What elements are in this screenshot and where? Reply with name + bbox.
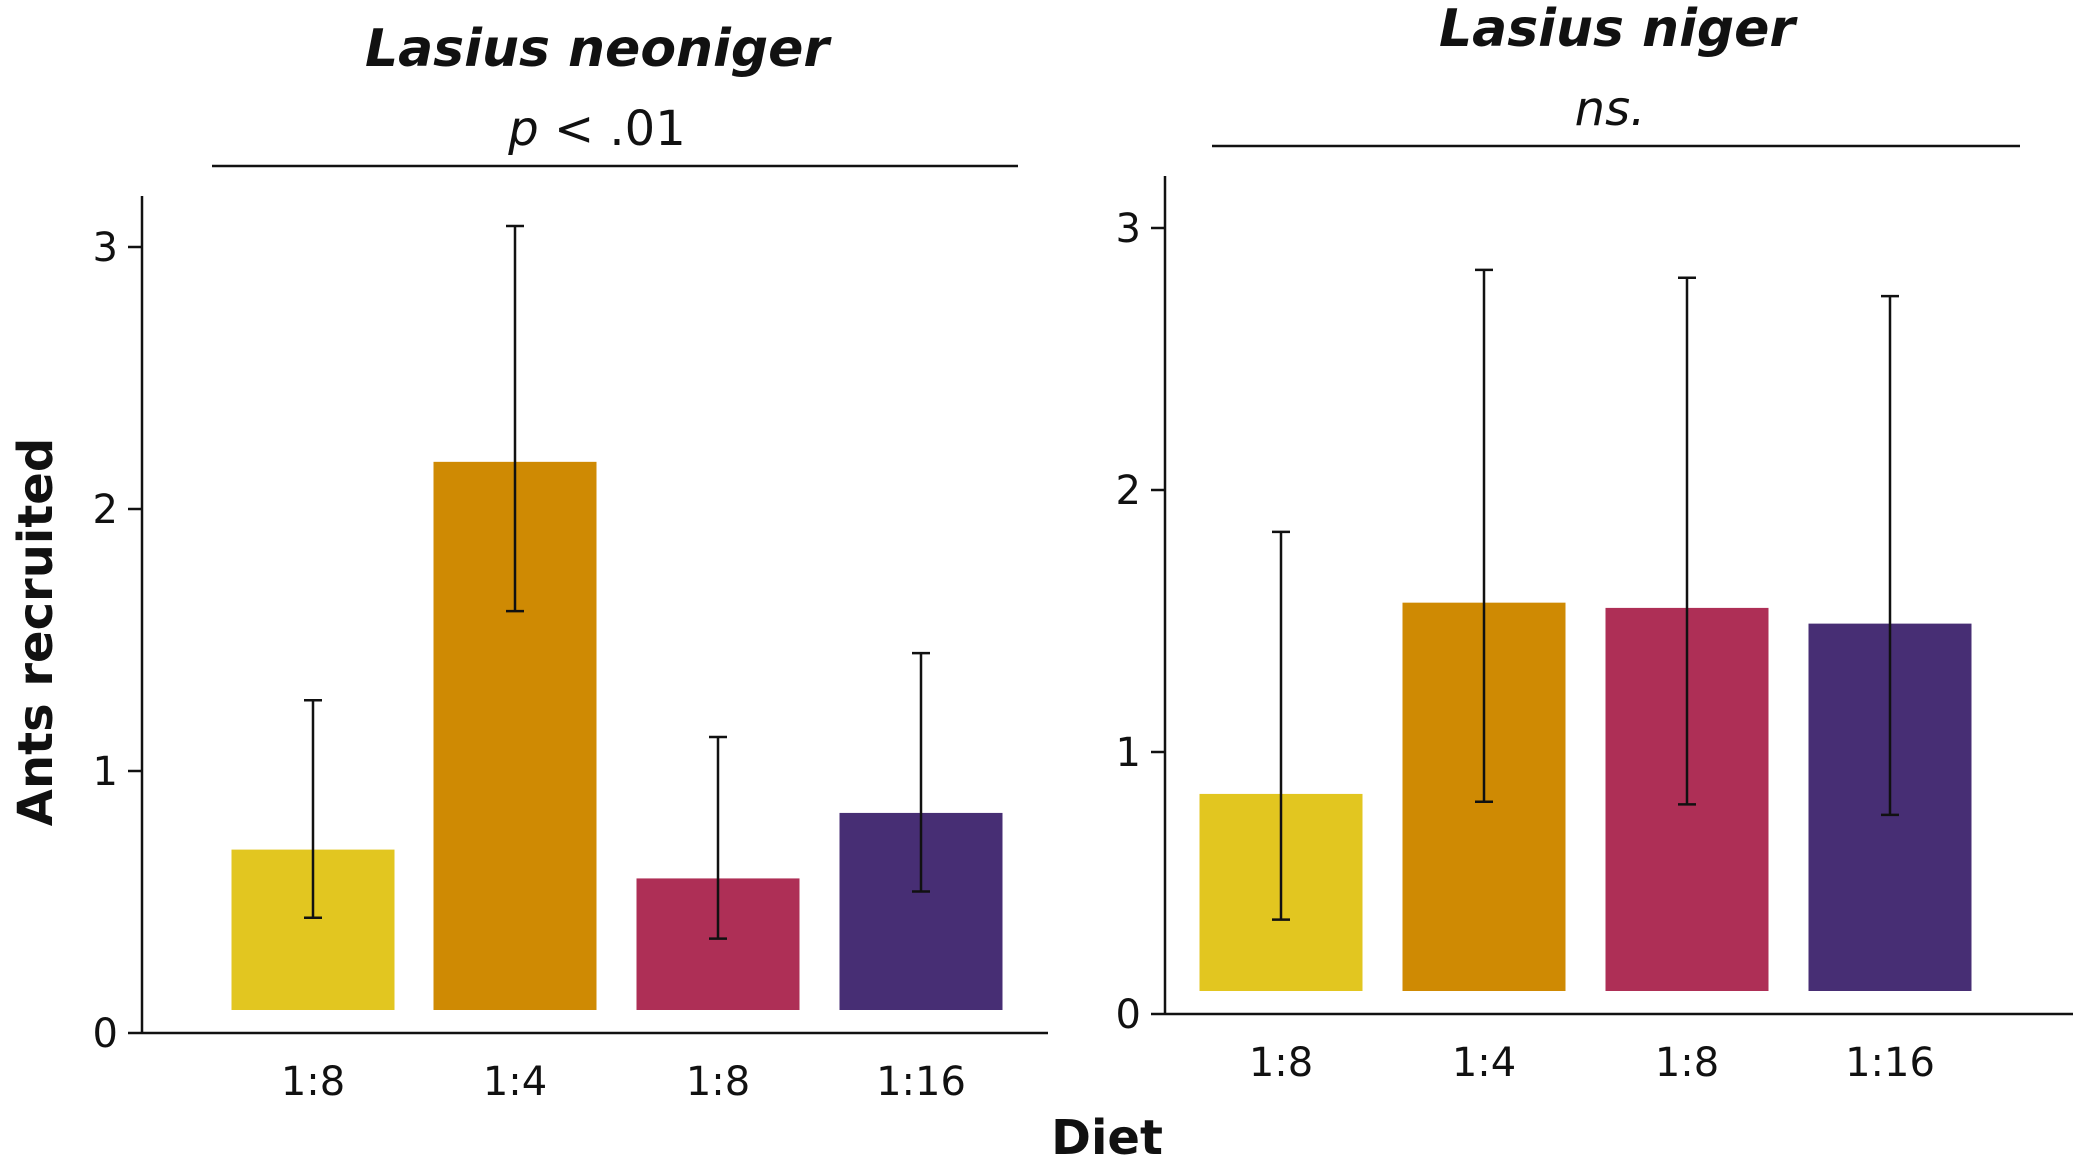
x-tick-label: 1:8 [1655, 1040, 1719, 1086]
x-axis-label: Diet [1051, 1110, 1163, 1166]
panel-1-significance-text: < .01 [539, 101, 686, 157]
panel-2-significance-text: ns. [1575, 81, 1646, 137]
y-tick-label: 1 [1116, 730, 1141, 776]
y-tick-label: 0 [93, 1011, 118, 1057]
y-tick-label: 2 [93, 487, 118, 533]
panel-2-title: Lasius niger [1439, 0, 1798, 59]
x-tick-label: 1:4 [1452, 1040, 1516, 1086]
y-tick-label: 3 [1116, 206, 1141, 252]
panel-1-significance-variable: p [507, 101, 538, 157]
x-tick-label: 1:8 [1249, 1040, 1313, 1086]
panel-2-significance: ns. [1575, 81, 1646, 137]
y-axis-label: Ants recruited [8, 438, 64, 826]
x-tick-label: 1:8 [686, 1059, 750, 1105]
panel-1-significance: p < .01 [507, 101, 686, 157]
y-tick-label: 3 [93, 225, 118, 271]
panel-lasius-niger: 0 1 2 3 1:8 1:4 1:8 1:16 [1116, 176, 2073, 1086]
x-tick-label: 1:8 [281, 1059, 345, 1105]
y-tick-label: 1 [93, 749, 118, 795]
panel-lasius-neoniger: 0 1 2 3 1:8 1:4 1:8 1:16 [93, 196, 1048, 1105]
x-tick-label: 1:4 [483, 1059, 547, 1105]
x-tick-label: 1:16 [1845, 1040, 1935, 1086]
y-tick-label: 0 [1116, 992, 1141, 1038]
x-tick-label: 1:16 [876, 1059, 966, 1105]
panel-1-title: Lasius neoniger [365, 19, 832, 79]
y-tick-label: 2 [1116, 468, 1141, 514]
